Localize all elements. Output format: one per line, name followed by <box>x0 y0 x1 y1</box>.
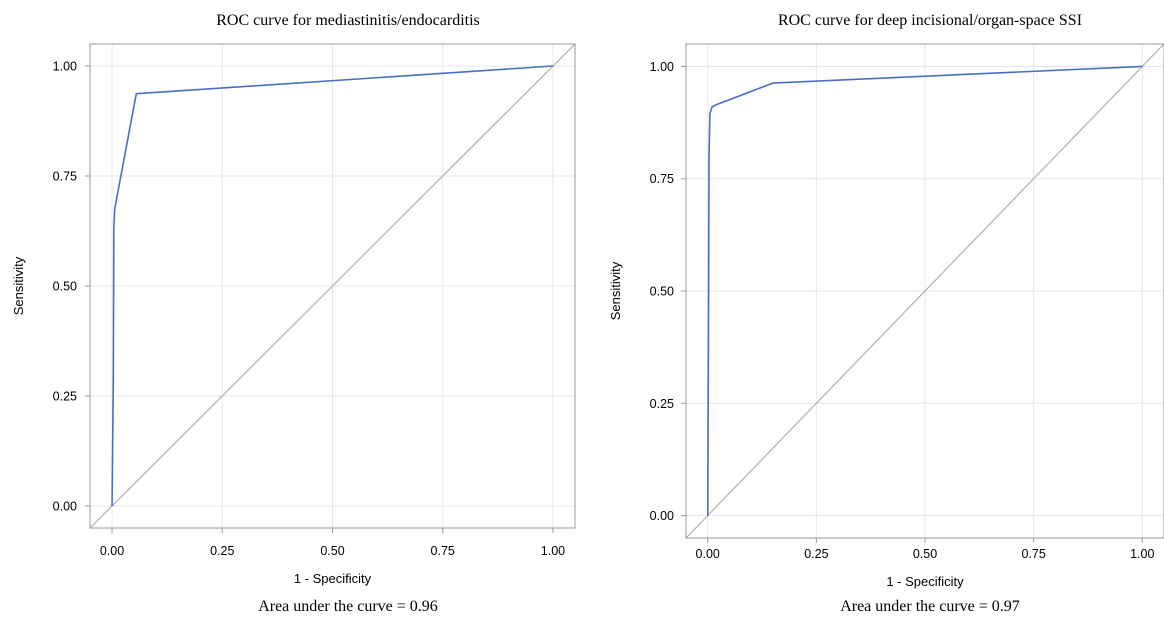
roc-curve-line <box>111 65 554 507</box>
y-tick-label: 0.75 <box>650 172 674 186</box>
chart-svg: 0.00 0.25 0.50 0.75 1.00 0.00 0.25 0.50 0.75 1.00… <box>11 12 576 615</box>
x-tick-label: 0.25 <box>210 544 234 558</box>
x-axis-label: 1 - Specificity <box>886 574 964 589</box>
x-tick-label: 0.50 <box>913 547 937 561</box>
x-tick-label: 1.00 <box>541 544 565 558</box>
roc-curve-line <box>706 65 1143 516</box>
y-axis-label: Sensitivity <box>11 256 26 315</box>
y-tick-label: 0.50 <box>650 285 674 299</box>
x-tick-label: 1.00 <box>1130 547 1154 561</box>
y-tick-label: 0.25 <box>53 390 77 404</box>
y-tick-label: 1.00 <box>53 60 77 74</box>
reference-diagonal-line <box>686 44 1164 538</box>
y-tick-label: 0.00 <box>53 500 77 514</box>
roc-chart-deep-ssi: 0.00 0.25 0.50 0.75 1.00 0.00 0.25 0.50 0.75 1.00… <box>582 0 1164 620</box>
y-tick-label: 0.50 <box>53 280 77 294</box>
roc-chart-mediastinitis: 0.00 0.25 0.50 0.75 1.00 0.00 0.25 0.50 0.75 1.00… <box>11 12 576 615</box>
reference-diagonal-line <box>90 44 575 528</box>
x-tick-label: 0.00 <box>696 547 720 561</box>
y-tick-label: 0.75 <box>53 170 77 184</box>
chart-title: ROC curve for mediastinitis/endocarditis <box>216 12 480 29</box>
x-axis-label: 1 - Specificity <box>294 571 372 586</box>
y-tick-label: 1.00 <box>650 60 674 74</box>
auc-caption: Area under the curve = 0.97 <box>840 598 1020 615</box>
y-tick-label: 0.00 <box>650 509 674 523</box>
x-tick-label: 0.00 <box>100 544 124 558</box>
x-tick-label: 0.25 <box>804 547 828 561</box>
grid <box>686 44 1164 538</box>
chart-title: ROC curve for deep incisional/organ-spac… <box>778 12 1082 29</box>
y-tick-label: 0.25 <box>650 397 674 411</box>
auc-caption: Area under the curve = 0.96 <box>258 598 438 615</box>
grid <box>90 44 575 528</box>
chart-svg: 0.00 0.25 0.50 0.75 1.00 0.00 0.25 0.50 0.75 1.00… <box>608 12 1164 615</box>
y-axis-label: Sensitivity <box>608 261 623 320</box>
x-tick-label: 0.50 <box>320 544 344 558</box>
x-tick-label: 0.75 <box>1021 547 1045 561</box>
x-tick-label: 0.75 <box>431 544 455 558</box>
